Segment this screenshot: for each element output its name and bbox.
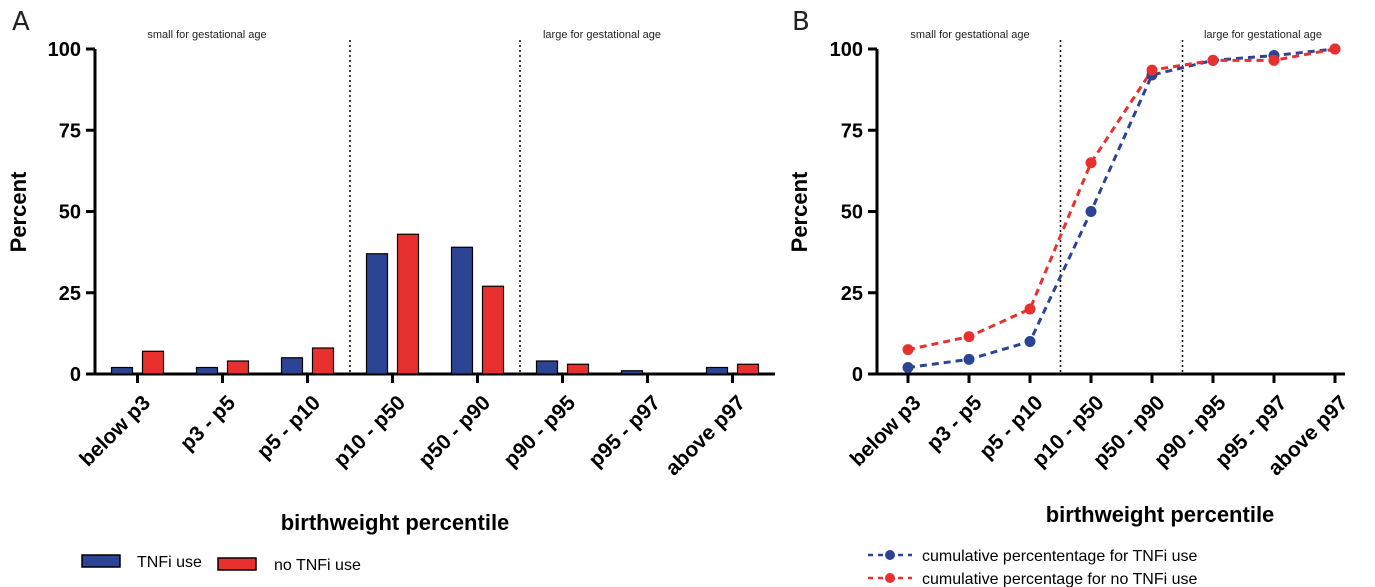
point-no-tnfi [1329, 43, 1341, 55]
panel-letter-b: B [792, 7, 810, 37]
point-no-tnfi [1207, 54, 1219, 66]
point-no-tnfi [1024, 303, 1036, 315]
bar-no-tnfi [481, 285, 505, 375]
bar-no-tnfi [141, 350, 165, 375]
point-tnfi [963, 353, 975, 365]
panel-a: A small for gestational age large for ge… [6, 7, 661, 574]
x-tick-label: below p3 [846, 391, 926, 471]
legend-label-cum-no-tnfi: cumulative percentage for no TNFi use [922, 571, 1198, 587]
y-tick-label: 50 [841, 202, 863, 224]
y-tick-label: 25 [841, 283, 863, 305]
bar-no-tnfi [226, 360, 250, 375]
point-no-tnfi [1268, 54, 1280, 66]
x-tick-label: p3 - p5 [176, 391, 240, 455]
y-tick-label: 50 [59, 202, 81, 224]
region-label-small-a: small for gestational age [147, 29, 266, 41]
x-axis-title-a: birthweight percentile [281, 510, 510, 535]
x-axis-title-b: birthweight percentile [1046, 502, 1275, 527]
bar-tnfi [705, 366, 729, 375]
y-tick-label: 100 [48, 39, 81, 61]
point-tnfi [1024, 336, 1036, 347]
plot-area-a: 0 25 50 75 100 below p3 p3 - p5 p5 - p10 p10 - p… [48, 39, 775, 480]
legend-swatch-tnfi [81, 554, 121, 568]
legend-label-cum-tnfi: cumulative percententage for TNFi use [922, 548, 1198, 565]
point-no-tnfi [1146, 64, 1158, 76]
series-line-tnfi [907, 47, 1336, 369]
bar-tnfi [620, 370, 644, 375]
legend-swatch-no-tnfi [217, 557, 257, 571]
point-tnfi [1085, 206, 1097, 217]
point-no-tnfi [902, 344, 914, 356]
legend-a: TNFi use no TNFi use [81, 554, 361, 574]
y-tick-label: 0 [70, 364, 81, 386]
y-tick-label: 25 [59, 283, 81, 305]
bar-tnfi [535, 360, 559, 375]
bar-no-tnfi [736, 363, 760, 375]
x-tick-label: below p3 [75, 391, 155, 471]
panel-letter-a: A [12, 7, 30, 37]
y-tick-label: 75 [59, 120, 81, 142]
region-label-small-b: small for gestational age [910, 29, 1029, 41]
x-tick-label: p50 - p90 [414, 391, 495, 472]
legend-label-no-tnfi: no TNFi use [274, 557, 361, 574]
bar-no-tnfi [396, 233, 420, 375]
bar-tnfi [195, 366, 219, 375]
region-label-large-b: large for gestational age [1204, 29, 1322, 41]
x-tick-label: above p97 [661, 391, 750, 480]
legend-label-tnfi: TNFi use [137, 554, 202, 571]
y-tick-label: 100 [830, 39, 863, 61]
x-tick-label: p10 - p50 [329, 391, 410, 472]
point-no-tnfi [963, 331, 975, 343]
legend-b: cumulative percententage for TNFi use cu… [868, 548, 1198, 587]
x-tick-label: p5 - p10 [253, 391, 325, 463]
panel-b: B small for gestational age large for ge… [787, 7, 1322, 587]
y-tick-label: 75 [841, 120, 863, 142]
bar-tnfi [110, 366, 134, 375]
x-tick-label: p95 - p97 [584, 391, 665, 472]
legend-marker-no-tnfi [885, 573, 895, 583]
bar-tnfi [450, 246, 474, 375]
point-no-tnfi [1085, 157, 1097, 169]
x-tick-label: p90 - p95 [499, 391, 580, 472]
bar-no-tnfi [566, 363, 590, 375]
y-axis-title-a: Percent [6, 171, 31, 252]
point-tnfi [902, 362, 914, 373]
y-axis-title-b: Percent [787, 171, 812, 252]
series-line-no-tnfi [907, 47, 1336, 352]
bar-no-tnfi [311, 347, 335, 375]
legend-marker-tnfi [885, 550, 895, 560]
bar-tnfi [365, 253, 389, 375]
y-tick-label: 0 [852, 364, 863, 386]
bar-tnfi [280, 357, 304, 375]
region-label-large-a: large for gestational age [543, 29, 661, 41]
